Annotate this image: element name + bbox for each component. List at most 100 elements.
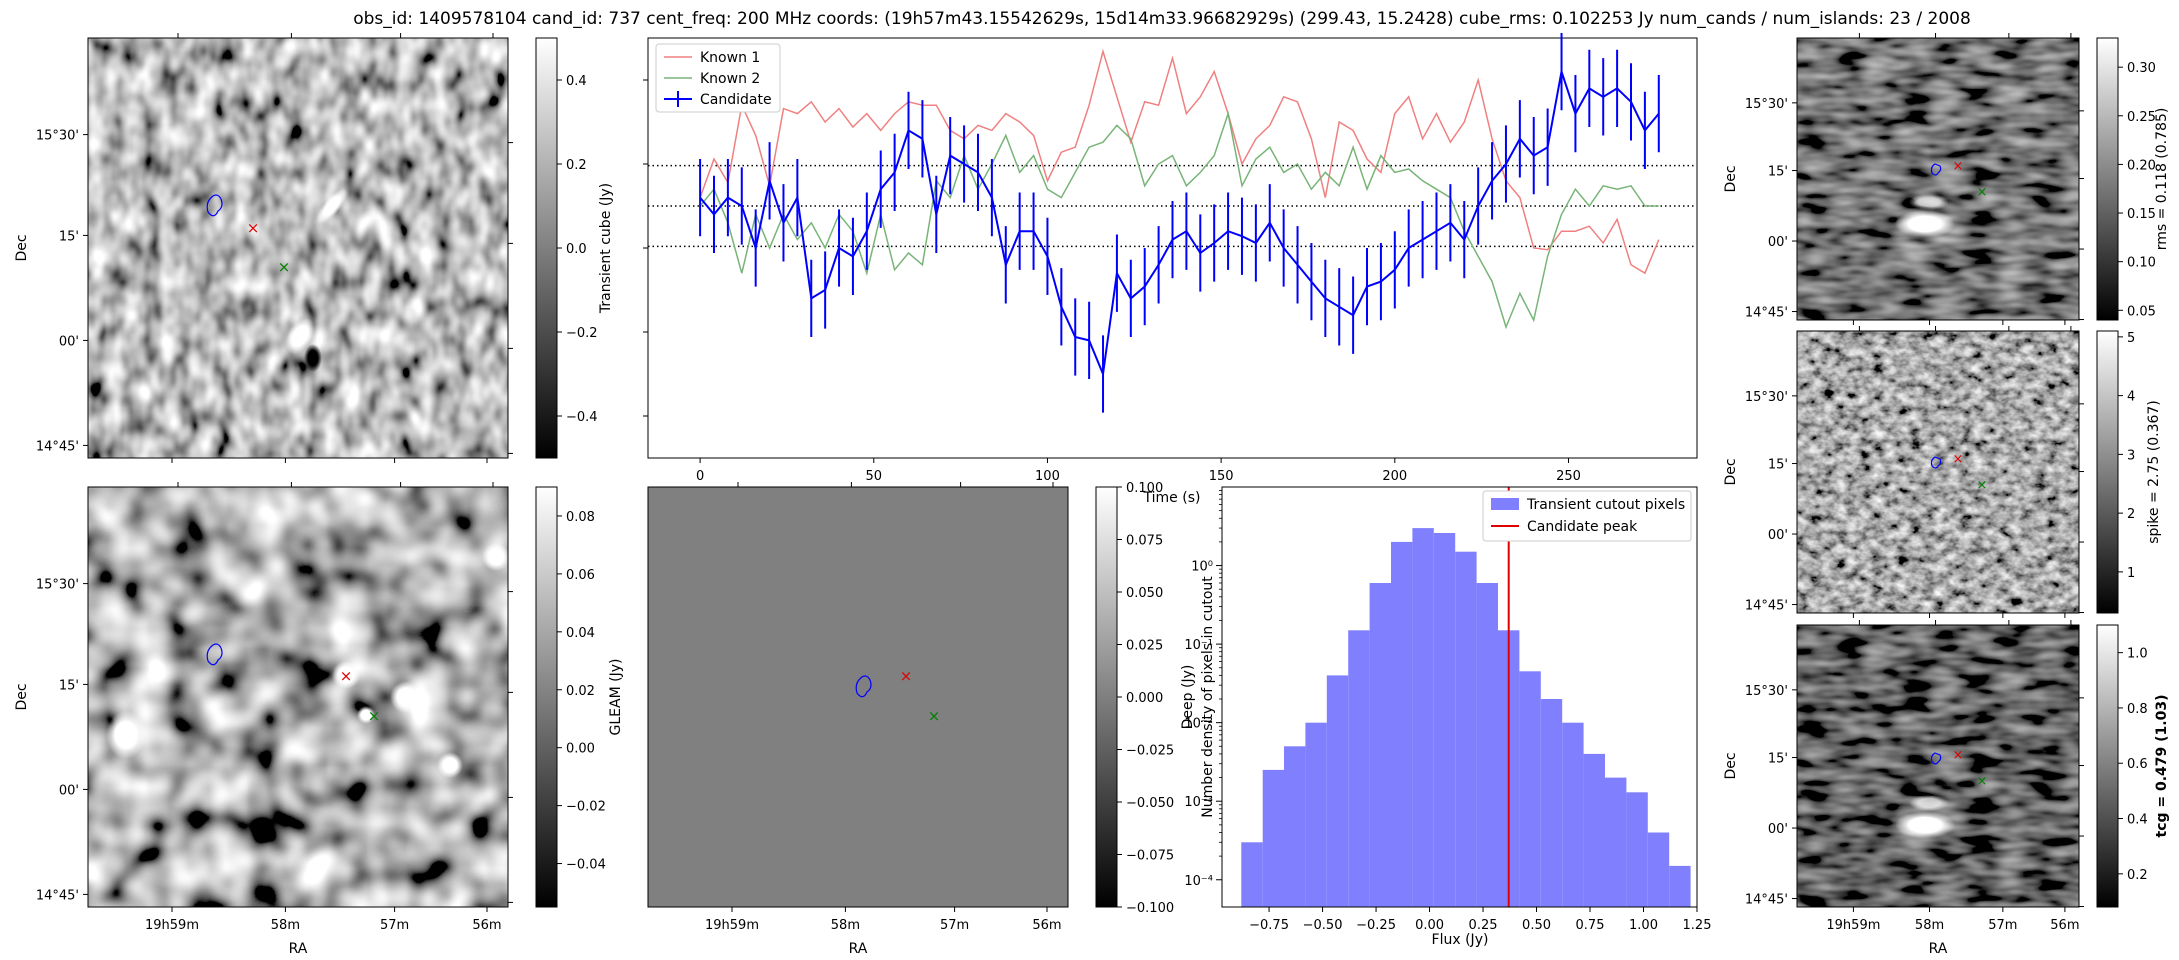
- tcg-dec-tick-label: 15': [1768, 752, 1788, 767]
- spike-dec-label: Dec: [1723, 458, 1739, 485]
- tcg-colorbar-tick: 0.8: [2127, 702, 2148, 717]
- legend-label-known1: Known 1: [700, 50, 760, 66]
- histogram-x-tick-label: −0.25: [1356, 918, 1396, 933]
- transient-bright-spot: [285, 317, 315, 355]
- gleam-colorbar-tick: 0.06: [566, 568, 595, 583]
- histogram-ylabel: Number density of pixels in cutout: [1200, 576, 1216, 818]
- spike-dec-tick-label: 15': [1768, 458, 1788, 473]
- gleam-green-marker: ×: [368, 707, 381, 725]
- gleam-source-3: [106, 711, 146, 759]
- histogram-bar: [1583, 753, 1605, 907]
- gleam-ra-label: RA: [289, 941, 308, 957]
- transient-colorbar: [535, 37, 558, 459]
- gleam-ra-tick-label: 57m: [380, 918, 409, 933]
- gleam-ra-tick-label: 56m: [472, 918, 501, 933]
- gleam-colorbar-label: GLEAM (Jy): [608, 659, 624, 736]
- transient-colorbar-label: Transient cube (Jy): [598, 183, 614, 314]
- gleam-ra-tick-label: 19h59m: [145, 918, 199, 933]
- gleam-dec-label: Dec: [14, 683, 30, 710]
- histogram-bar: [1326, 675, 1349, 907]
- gleam-source-6: [357, 706, 375, 724]
- transient-colorbar-tick: 0.4: [566, 74, 587, 89]
- panel-spike: × ×: [1796, 330, 2080, 614]
- spike-green-marker: ×: [1977, 478, 1988, 493]
- histogram-x-tick-label: −0.50: [1303, 918, 1343, 933]
- gleam-colorbar-tick: 0.00: [566, 742, 595, 757]
- series-line-known-2: [699, 110, 1659, 330]
- histogram-bar: [1476, 583, 1498, 907]
- panel-rms: × ×: [1796, 37, 2080, 321]
- transient-colorbar-tick: −0.2: [566, 326, 598, 341]
- deep-colorbar-tick: −0.025: [1126, 744, 1174, 759]
- tcg-image: [1797, 625, 2079, 907]
- series-line-known-1: [699, 48, 1660, 275]
- histogram-bar: [1262, 769, 1285, 907]
- histogram-legend: Transient cutout pixels Candidate peak: [1482, 490, 1692, 542]
- lightcurve-x-tick-label: 200: [1382, 469, 1407, 484]
- gleam-colorbar-tick: 0.04: [566, 626, 595, 641]
- transient-dark-spot: [304, 344, 322, 372]
- lightcurve-legend: Known 1 Known 2 Candidate: [655, 43, 781, 113]
- transient-contour: [206, 194, 223, 217]
- spike-colorbar-tick: 3: [2127, 448, 2135, 463]
- gleam-dec-tick-label: 15': [59, 678, 79, 693]
- lightcurve-x-tick-label: 100: [1035, 469, 1060, 484]
- colorbars: 0.4 0.2 0.0 −0.2 −0.4 Transient cube (Jy) 0.08…: [535, 37, 2170, 916]
- tcg-colorbar-tick: 0.2: [2127, 868, 2148, 883]
- spike-colorbar-tick: 5: [2127, 331, 2135, 346]
- transient-dec-label: Dec: [14, 234, 30, 261]
- legend-label-candidate: Candidate: [700, 92, 772, 108]
- histogram-bar: [1647, 832, 1670, 907]
- deep-colorbar-tick: 0.100: [1126, 481, 1163, 496]
- series-line-candidate: [699, 71, 1660, 378]
- rms-dec-tick-label: 15°30': [1745, 97, 1788, 112]
- panel-transient: × ×: [87, 37, 509, 459]
- rms-dec-tick-label: 15': [1768, 165, 1788, 180]
- image-axes: 15°30' 15' 00' 14°45' Dec 15°30' 15' 00' 14°45' D…: [14, 33, 2084, 957]
- histogram-bar: [1669, 865, 1691, 907]
- histogram-y-tick-label: 10⁻¹: [1184, 638, 1213, 653]
- histogram-bar: [1391, 541, 1413, 907]
- spike-colorbar-label: spike = 2.75 (0.367): [2146, 400, 2162, 544]
- panel-gleam: × ×: [87, 486, 509, 908]
- spike-dec-tick-label: 15°30': [1745, 390, 1788, 405]
- deep-ra-tick-label: 57m: [940, 918, 969, 933]
- transient-red-marker: ×: [247, 219, 260, 237]
- gleam-source-5: [482, 543, 508, 571]
- deep-colorbar-tick: −0.050: [1126, 796, 1174, 811]
- rms-colorbar-tick: 0.20: [2127, 158, 2156, 173]
- spike-red-marker: ×: [1953, 452, 1964, 467]
- gleam-image: [88, 487, 508, 907]
- histogram-x-tick-label: 0.00: [1415, 918, 1444, 933]
- gleam-dec-tick-label: 15°30': [36, 578, 79, 593]
- panel-deep: × ×: [647, 486, 1069, 908]
- rms-colorbar-tick: 0.30: [2127, 61, 2156, 76]
- rms-dec-label: Dec: [1723, 165, 1739, 192]
- lightcurve-x-tick-label: 50: [866, 469, 883, 484]
- deep-colorbar-tick: 0.075: [1126, 534, 1163, 549]
- histogram-y-tick-label: 10⁰: [1191, 560, 1213, 575]
- histogram-bar: [1605, 777, 1627, 907]
- lightcurve-x-tick-label: 0: [696, 469, 704, 484]
- legend-label-hist: Transient cutout pixels: [1526, 497, 1685, 513]
- tcg-bright-structure: [1895, 811, 1955, 839]
- deep-colorbar-tick: 0.050: [1126, 586, 1163, 601]
- histogram-y-tick-label: 10⁻³: [1184, 795, 1213, 810]
- spike-dec-tick-label: 14°45': [1745, 599, 1788, 614]
- tcg-ra-tick-label: 58m: [1915, 918, 1944, 933]
- legend-label-peak: Candidate peak: [1527, 519, 1638, 535]
- rms-bright-structure: [1895, 210, 1955, 238]
- gleam-source-4: [437, 752, 463, 778]
- spike-contour: [1930, 456, 1942, 469]
- gleam-contour: [206, 643, 223, 666]
- rms-colorbar-tick: 0.05: [2127, 304, 2156, 319]
- histogram-x-tick-label: 0.50: [1522, 918, 1551, 933]
- deep-image: [647, 486, 1069, 908]
- rms-red-marker: ×: [1953, 159, 1964, 174]
- deep-colorbar-tick: −0.100: [1126, 901, 1174, 916]
- rms-bright-structure-2: [1909, 194, 1949, 210]
- tcg-colorbar-tick: 1.0: [2127, 647, 2148, 662]
- histogram-bar: [1519, 671, 1541, 907]
- lightcurve-series: [699, 32, 1660, 413]
